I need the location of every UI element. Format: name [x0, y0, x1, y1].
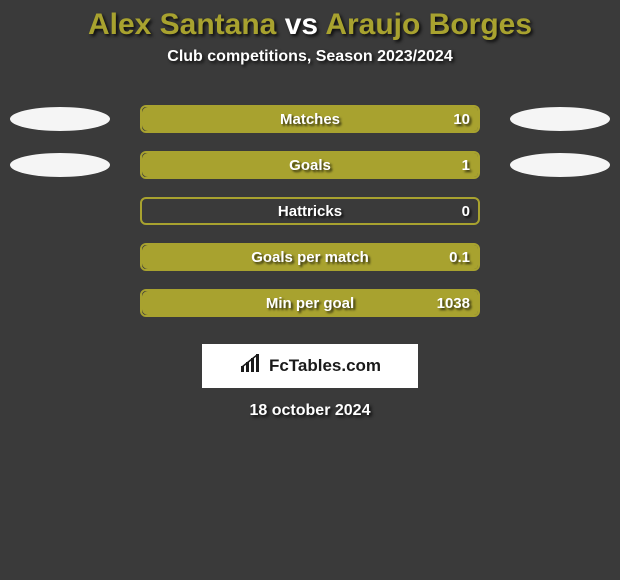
stat-row: Goals1: [0, 142, 620, 188]
date-text: 18 october 2024: [0, 402, 620, 420]
subtitle: Club competitions, Season 2023/2024: [0, 48, 620, 66]
vs-text: vs: [285, 8, 318, 41]
stat-bar: Hattricks0: [140, 197, 480, 225]
stat-value: 10: [453, 107, 470, 131]
logo-text: FcTables.com: [269, 356, 381, 376]
stat-label: Goals per match: [142, 245, 478, 269]
infographic-container: Alex Santana vs Araujo Borges Club compe…: [0, 0, 620, 420]
stat-row: Matches10: [0, 96, 620, 142]
stat-row: Min per goal1038: [0, 280, 620, 326]
stat-value: 0: [462, 199, 470, 223]
comparison-title: Alex Santana vs Araujo Borges: [0, 8, 620, 42]
bar-chart-icon: [239, 354, 263, 379]
stat-bar: Min per goal1038: [140, 289, 480, 317]
stat-value: 1038: [437, 291, 470, 315]
ellipse-left: [10, 107, 110, 131]
ellipse-right: [510, 107, 610, 131]
stat-label: Goals: [142, 153, 478, 177]
stat-row: Goals per match0.1: [0, 234, 620, 280]
stat-label: Min per goal: [142, 291, 478, 315]
logo-box: FcTables.com: [202, 344, 418, 388]
ellipse-right: [510, 153, 610, 177]
stat-value: 0.1: [449, 245, 470, 269]
ellipse-left: [10, 153, 110, 177]
stat-label: Matches: [142, 107, 478, 131]
stat-bar: Goals1: [140, 151, 480, 179]
stat-bar: Goals per match0.1: [140, 243, 480, 271]
player2-name: Araujo Borges: [325, 8, 532, 41]
stat-label: Hattricks: [142, 199, 478, 223]
stat-rows: Matches10Goals1Hattricks0Goals per match…: [0, 96, 620, 326]
stat-value: 1: [462, 153, 470, 177]
player1-name: Alex Santana: [88, 8, 276, 41]
stat-row: Hattricks0: [0, 188, 620, 234]
stat-bar: Matches10: [140, 105, 480, 133]
